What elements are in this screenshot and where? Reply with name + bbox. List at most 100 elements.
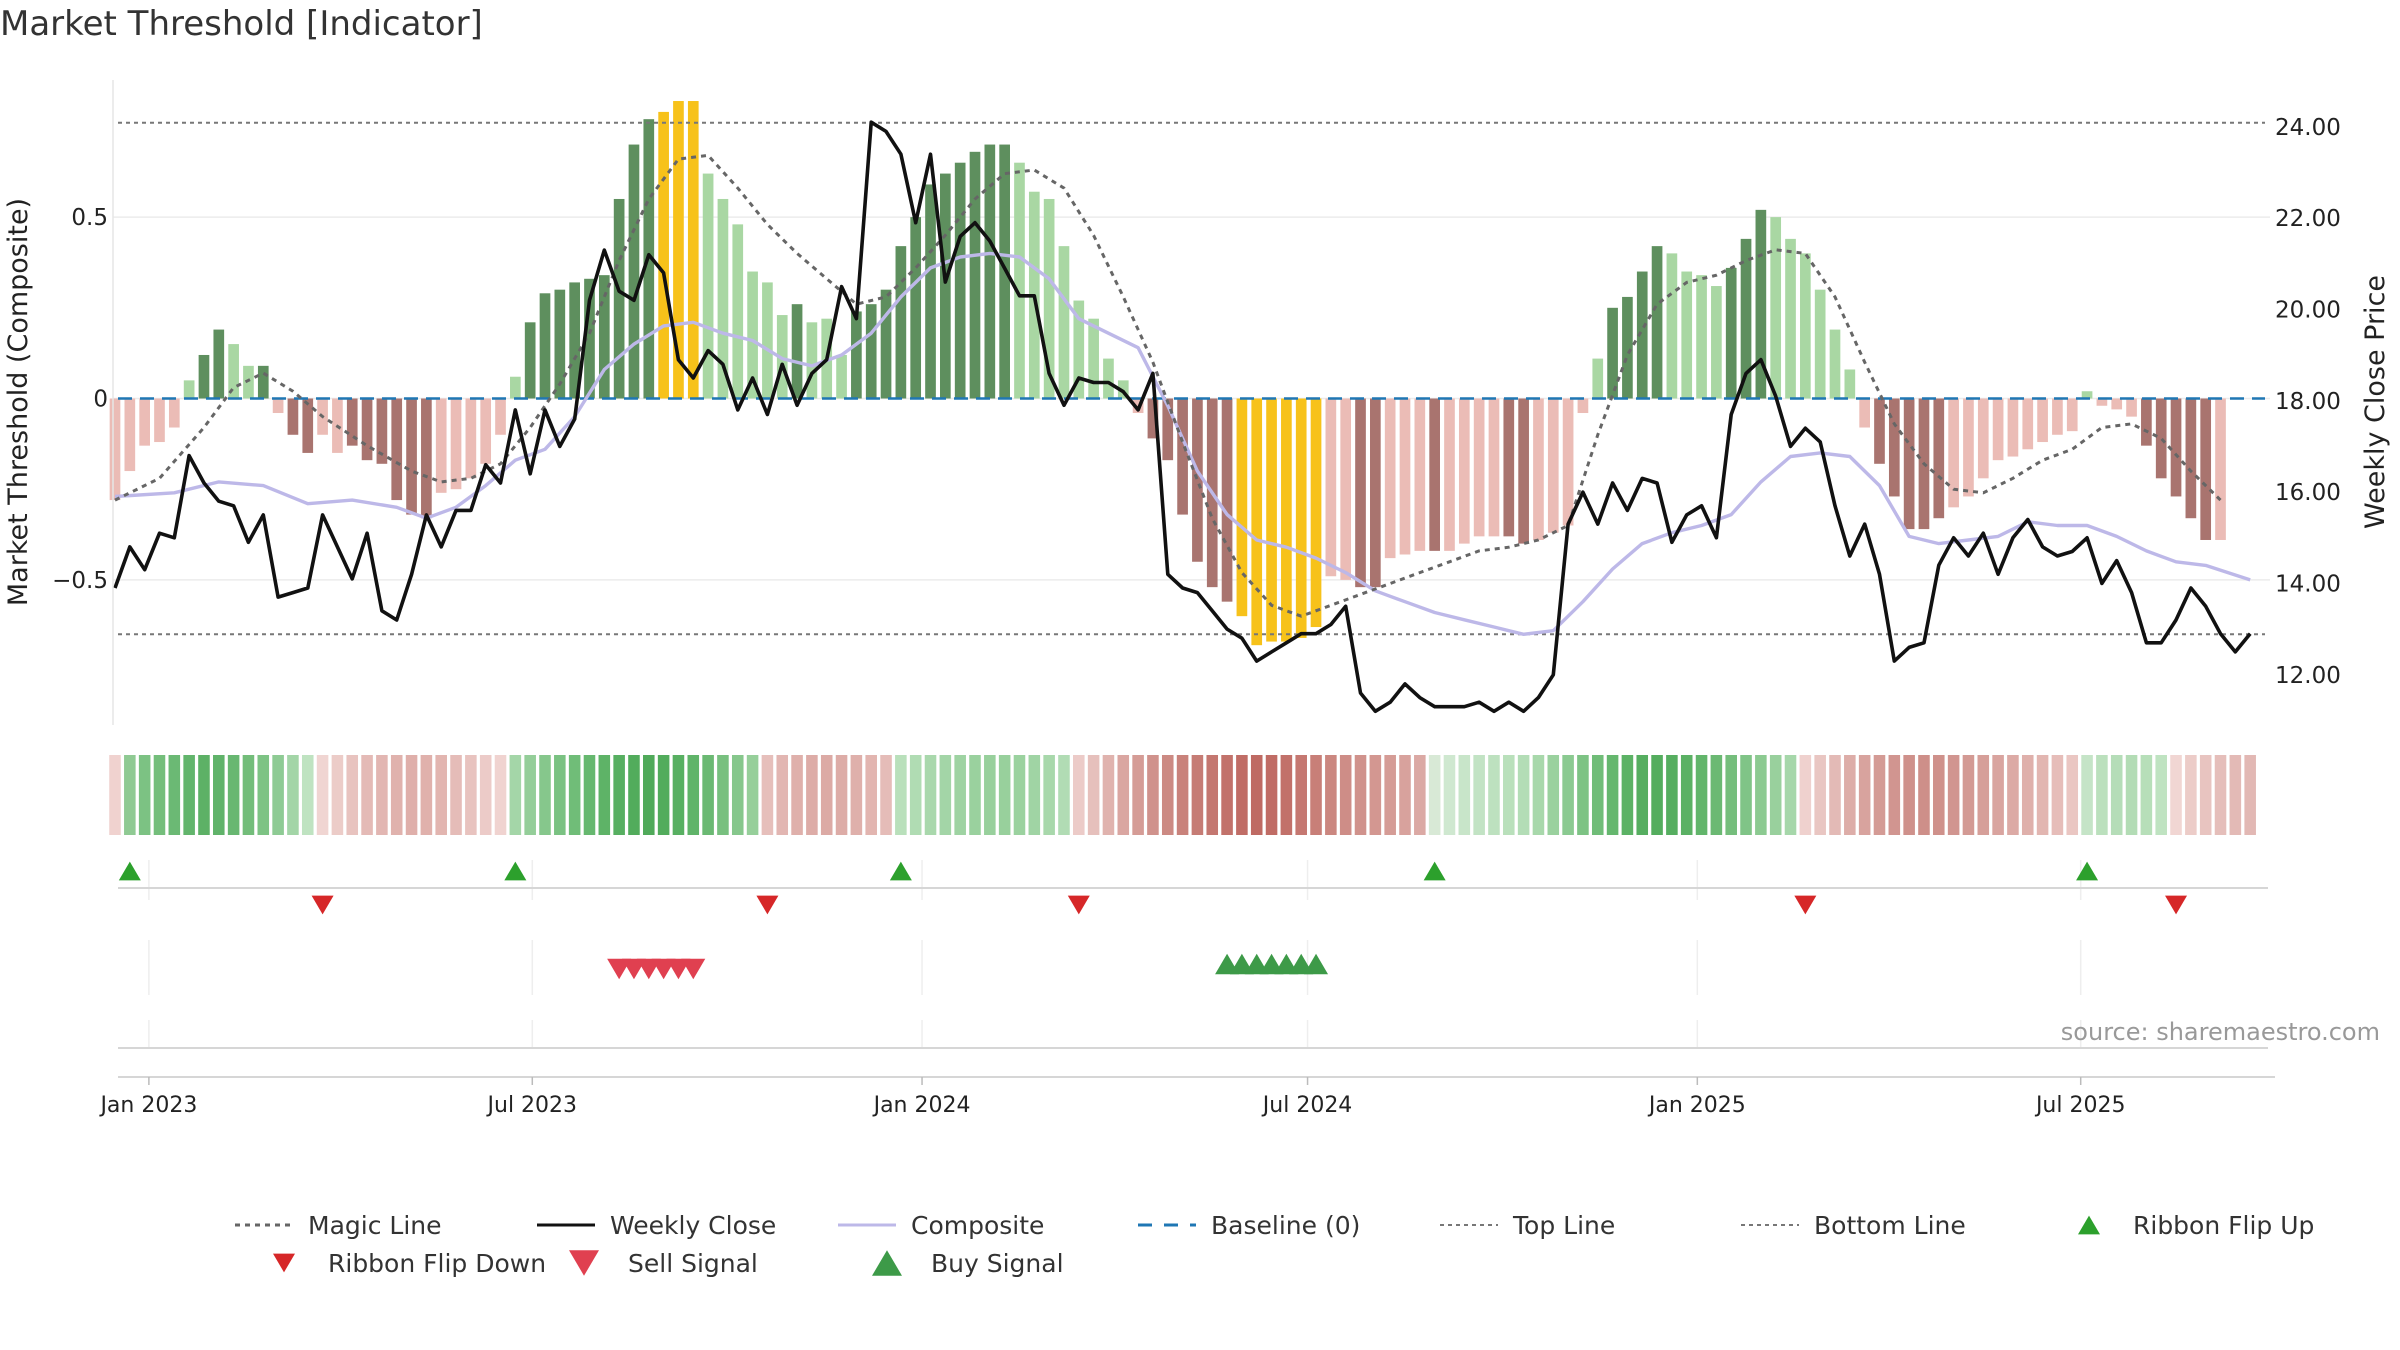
ribbon-flip-up-marker bbox=[1423, 861, 1446, 881]
histogram-bar bbox=[1073, 300, 1085, 399]
ribbon-cell bbox=[1858, 755, 1871, 835]
histogram-bar bbox=[272, 398, 284, 414]
histogram-bar bbox=[2200, 398, 2212, 540]
ribbon-flip-down-marker bbox=[1067, 895, 1090, 915]
ribbon-cell bbox=[1458, 755, 1471, 835]
ribbon-cell bbox=[1636, 755, 1649, 835]
ribbon-cell bbox=[909, 755, 922, 835]
histogram-bar bbox=[925, 184, 936, 399]
histogram-bar bbox=[1651, 246, 1663, 399]
ribbon-cell bbox=[583, 755, 596, 835]
ribbon-cell bbox=[539, 755, 551, 835]
ribbon-cell bbox=[1503, 755, 1515, 835]
ribbon-cell bbox=[1532, 755, 1545, 835]
histogram-bar bbox=[1607, 307, 1618, 399]
histogram-bar bbox=[2066, 398, 2078, 432]
ribbon-cell bbox=[2110, 755, 2123, 835]
ribbon-cell bbox=[835, 755, 848, 835]
y-right-tick-label: 18.00 bbox=[2275, 389, 2341, 415]
histogram-bar bbox=[1636, 271, 1648, 399]
ribbon-cell bbox=[1710, 755, 1723, 835]
histogram-bar bbox=[1948, 398, 1959, 508]
histogram-bar bbox=[109, 398, 121, 501]
histogram-bar bbox=[584, 278, 595, 399]
ribbon-cell bbox=[1740, 755, 1752, 835]
ribbon-cell bbox=[109, 755, 121, 835]
ribbon-cell bbox=[731, 755, 744, 835]
legend-label: Sell Signal bbox=[628, 1249, 758, 1278]
legend-swatch bbox=[273, 1253, 295, 1273]
ribbon-strip bbox=[109, 755, 2256, 835]
histogram-bar bbox=[1488, 398, 1500, 537]
histogram-bar bbox=[1547, 398, 1559, 533]
ribbon-cell bbox=[672, 755, 685, 835]
histogram-bar bbox=[1147, 398, 1159, 439]
ribbon-cell bbox=[984, 755, 996, 835]
histogram-bar bbox=[346, 398, 358, 446]
ribbon-cell bbox=[1132, 755, 1144, 835]
histogram-bar bbox=[1977, 398, 1989, 479]
ribbon-cell bbox=[865, 755, 877, 835]
ribbon-cell bbox=[1799, 755, 1812, 835]
histogram-bar bbox=[1384, 398, 1396, 559]
ribbon-cell bbox=[153, 755, 166, 835]
ribbon-cell bbox=[1680, 755, 1693, 835]
sell-signal-marker bbox=[681, 958, 706, 980]
histogram-bar bbox=[2081, 391, 2093, 399]
ribbon-cell bbox=[1028, 755, 1041, 835]
legend-item: Top Line bbox=[1440, 1211, 1615, 1240]
legend-label: Composite bbox=[911, 1211, 1044, 1240]
ribbon-cell bbox=[895, 755, 907, 835]
histogram-bar bbox=[361, 398, 373, 461]
histogram-bar bbox=[940, 173, 951, 399]
ribbon-cell bbox=[1325, 755, 1337, 835]
histogram-bar bbox=[1666, 253, 1678, 399]
ribbon-cell bbox=[1414, 755, 1426, 835]
ribbon-cell bbox=[1043, 755, 1055, 835]
histogram-bar bbox=[228, 344, 239, 399]
histogram-bar bbox=[495, 398, 506, 435]
legend-label: Bottom Line bbox=[1814, 1211, 1966, 1240]
histogram-bar bbox=[1103, 358, 1114, 399]
y-left-axis-label: Market Threshold (Composite) bbox=[3, 198, 34, 606]
ribbon-cell bbox=[880, 755, 892, 835]
histogram-bar bbox=[2185, 398, 2197, 519]
histogram-bar bbox=[139, 398, 150, 446]
histogram-bar bbox=[806, 322, 818, 399]
histogram-bar bbox=[1725, 267, 1737, 399]
histogram-bar bbox=[747, 271, 758, 399]
ribbon-cell bbox=[717, 755, 729, 835]
chart-title: Market Threshold [Indicator] bbox=[0, 4, 483, 44]
ribbon-cell bbox=[969, 755, 981, 835]
ribbon-cell bbox=[1829, 755, 1841, 835]
histogram-bar bbox=[1325, 398, 1337, 577]
x-tick-label: Jul 2023 bbox=[486, 1093, 578, 1118]
ribbon-cell bbox=[1755, 755, 1767, 835]
ribbon-cell bbox=[1354, 755, 1367, 835]
histogram-bar bbox=[213, 329, 225, 399]
histogram-bar bbox=[851, 311, 862, 399]
ribbon-cell bbox=[554, 755, 566, 835]
histogram-bar bbox=[1622, 296, 1633, 399]
ribbon-cell bbox=[1651, 755, 1663, 835]
ribbon-cell bbox=[2199, 755, 2212, 835]
legend-item: Baseline (0) bbox=[1138, 1211, 1360, 1240]
histogram-bar bbox=[895, 246, 907, 399]
legend-item: Magic Line bbox=[235, 1211, 442, 1240]
histogram-bar bbox=[1681, 271, 1693, 399]
histogram-bar bbox=[1310, 398, 1322, 628]
histogram-bar bbox=[154, 398, 165, 443]
ribbon-cell bbox=[1295, 755, 1307, 835]
histogram-bar bbox=[1518, 398, 1529, 544]
histogram-bar bbox=[1814, 289, 1826, 399]
legend-label: Baseline (0) bbox=[1211, 1211, 1360, 1240]
ribbon-cell bbox=[331, 755, 344, 835]
ribbon-cell bbox=[1725, 755, 1737, 835]
ribbon-cell bbox=[1087, 755, 1100, 835]
histogram-bar bbox=[1177, 398, 1188, 515]
ribbon-cell bbox=[2081, 755, 2093, 835]
histogram-bar bbox=[421, 398, 432, 519]
ribbon-cell bbox=[1547, 755, 1560, 835]
ribbon-cell bbox=[1310, 755, 1322, 835]
y-left-tick-label: 0 bbox=[93, 387, 108, 413]
